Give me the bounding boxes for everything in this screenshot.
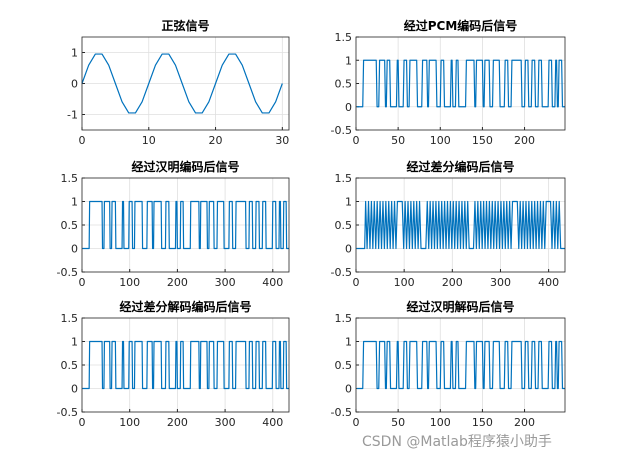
- data-line: [82, 340, 289, 390]
- y-tick-label: 1.5: [61, 172, 79, 185]
- x-tick-label: 100: [430, 416, 451, 429]
- x-tick-label: 30: [275, 134, 289, 147]
- x-tick-label: 400: [538, 276, 559, 289]
- subplot-title: 正弦信号: [161, 18, 209, 33]
- x-tick-label: 200: [167, 276, 188, 289]
- x-tick-label: 0: [79, 276, 86, 289]
- y-tick-label: 1: [345, 196, 352, 209]
- y-tick-label: -0.5: [57, 406, 78, 419]
- axes-frame: [355, 177, 566, 273]
- x-tick-label: 200: [167, 416, 188, 429]
- data-line: [356, 200, 565, 250]
- y-tick-label: 1.5: [61, 312, 79, 325]
- y-tick-label: -0.5: [57, 266, 78, 279]
- x-tick-label: 400: [262, 276, 283, 289]
- y-tick-label: -0.5: [331, 266, 352, 279]
- y-tick-label: 0.5: [335, 359, 353, 372]
- y-tick-label: 1: [71, 47, 78, 60]
- data-line: [81, 53, 283, 114]
- y-tick-label: 1: [345, 54, 352, 67]
- x-tick-label: 20: [209, 134, 223, 147]
- y-tick-label: 1: [345, 336, 352, 349]
- y-tick-label: 0.5: [335, 219, 353, 232]
- y-tick-label: 1: [71, 196, 78, 209]
- x-tick-label: 0: [353, 134, 360, 147]
- data-line: [356, 59, 565, 108]
- subplot-title: 经过差分解码编码后信号: [119, 299, 251, 314]
- subplot-title: 经过PCM编码后信号: [404, 18, 518, 33]
- subplot-title: 经过汉明解码后信号: [406, 299, 514, 314]
- axes-frame: [355, 36, 566, 131]
- y-tick-label: 1.5: [335, 312, 353, 325]
- y-tick-label: 0: [71, 78, 78, 91]
- axes-frame: [81, 317, 290, 413]
- y-tick-label: 1.5: [335, 172, 353, 185]
- x-tick-label: 400: [262, 416, 283, 429]
- subplot-title: 经过汉明编码后信号: [131, 159, 239, 174]
- x-tick-label: 0: [353, 416, 360, 429]
- watermark: CSDN @Matlab程序猿小助手: [362, 434, 552, 450]
- subplot-title: 经过差分编码后信号: [406, 159, 514, 174]
- y-tick-label: 0: [71, 243, 78, 256]
- x-tick-label: 200: [442, 276, 463, 289]
- data-line: [82, 200, 289, 250]
- x-tick-label: 0: [353, 276, 360, 289]
- x-tick-label: 10: [142, 134, 156, 147]
- axes-frame: [81, 177, 290, 273]
- x-tick-label: 150: [472, 134, 493, 147]
- x-tick-label: 300: [490, 276, 511, 289]
- x-tick-label: 200: [514, 416, 535, 429]
- y-tick-label: 0.5: [61, 359, 79, 372]
- x-tick-label: 300: [215, 416, 236, 429]
- x-tick-label: 100: [394, 276, 415, 289]
- x-tick-label: 50: [391, 134, 405, 147]
- y-tick-label: 0.5: [61, 219, 79, 232]
- y-tick-label: -0.5: [331, 406, 352, 419]
- x-tick-label: 0: [79, 416, 86, 429]
- x-tick-label: 0: [79, 134, 86, 147]
- x-tick-label: 100: [430, 134, 451, 147]
- data-line: [356, 340, 565, 390]
- y-tick-label: 0: [345, 101, 352, 114]
- y-tick-label: 0: [345, 243, 352, 256]
- y-tick-label: 1: [71, 336, 78, 349]
- x-tick-label: 100: [119, 276, 140, 289]
- x-tick-label: 200: [514, 134, 535, 147]
- x-tick-label: 50: [391, 416, 405, 429]
- y-tick-label: 0: [345, 383, 352, 396]
- x-tick-label: 100: [119, 416, 140, 429]
- axes-frame: [81, 36, 290, 131]
- y-tick-label: -0.5: [331, 124, 352, 137]
- axes-frame: [355, 317, 566, 413]
- y-tick-label: 0.5: [335, 78, 353, 91]
- y-tick-label: -1: [67, 109, 78, 122]
- y-tick-label: 1.5: [335, 31, 353, 44]
- y-tick-label: 0: [71, 383, 78, 396]
- x-tick-label: 150: [472, 416, 493, 429]
- x-tick-label: 300: [215, 276, 236, 289]
